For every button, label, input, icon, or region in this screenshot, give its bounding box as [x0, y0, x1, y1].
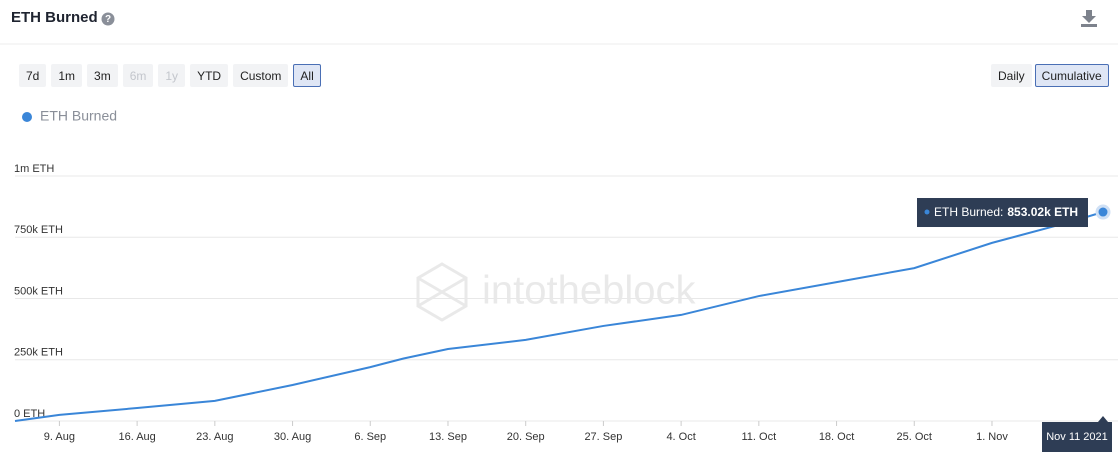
- legend-marker: [22, 112, 32, 122]
- toggle-button[interactable]: 1m: [51, 64, 83, 87]
- download-icon[interactable]: [1081, 10, 1097, 27]
- x-tick-label: 27. Sep: [584, 431, 622, 443]
- watermark-logo: [416, 262, 468, 322]
- help-icon[interactable]: ?: [101, 12, 115, 26]
- x-tick-label: 16. Aug: [118, 431, 155, 443]
- x-tick-label: 4. Oct: [666, 431, 695, 443]
- hover-point: [1095, 204, 1111, 220]
- y-tick-label: 750k ETH: [14, 224, 63, 236]
- mode-buttons: Daily Cumulative: [991, 64, 1109, 87]
- x-tick-label: 20. Sep: [507, 431, 545, 443]
- toggle-button: 6m: [122, 64, 154, 87]
- date-pointer: [1098, 416, 1108, 422]
- x-tick-label: 9. Aug: [44, 431, 75, 443]
- toggle-button[interactable]: Daily: [991, 64, 1032, 87]
- toggle-button[interactable]: All: [293, 64, 321, 87]
- watermark: intotheblock: [416, 262, 696, 322]
- x-tick-label: 1. Nov: [976, 431, 1008, 443]
- tooltip-series: ETH Burned:: [934, 205, 1003, 219]
- date-label: Nov 11 2021: [1046, 431, 1108, 443]
- toggle-button[interactable]: Custom: [233, 64, 289, 87]
- range-buttons: 7d 1m 3m 6m 1y YTD Custom All: [19, 64, 321, 87]
- x-tick-label: 18. Oct: [819, 431, 854, 443]
- date-box: [1042, 422, 1112, 452]
- toggle-button[interactable]: 3m: [87, 64, 118, 87]
- toggle-button: 1y: [158, 64, 186, 87]
- tooltip-dot: [924, 209, 930, 215]
- tooltip-text: ETH Burned: 853.02k ETH: [934, 205, 1078, 219]
- x-tick-label: 6. Sep: [354, 431, 386, 443]
- x-tick-label: 23. Aug: [196, 431, 233, 443]
- y-tick-label: 250k ETH: [14, 347, 63, 359]
- toggle-button[interactable]: 7d: [19, 64, 47, 87]
- svg-text:?: ?: [105, 14, 111, 25]
- tooltip-box: [917, 198, 1088, 228]
- toggle-button[interactable]: YTD: [190, 64, 229, 87]
- toggle-button[interactable]: Cumulative: [1034, 64, 1109, 87]
- data-line: [14, 211, 1104, 422]
- watermark-text: intotheblock: [482, 269, 696, 313]
- legend-label: ETH Burned: [40, 108, 117, 124]
- x-tick-label: 11. Oct: [742, 431, 777, 443]
- title: ETH Burned: [11, 9, 98, 26]
- x-tick-label: 13. Sep: [429, 431, 467, 443]
- y-tick-label: 1m ETH: [14, 163, 54, 175]
- tooltip-value: 853.02k ETH: [1007, 205, 1078, 219]
- y-tick-label: 500k ETH: [14, 285, 63, 297]
- x-tick-label: 25. Oct: [897, 431, 932, 443]
- x-tick-label: 30. Aug: [274, 431, 311, 443]
